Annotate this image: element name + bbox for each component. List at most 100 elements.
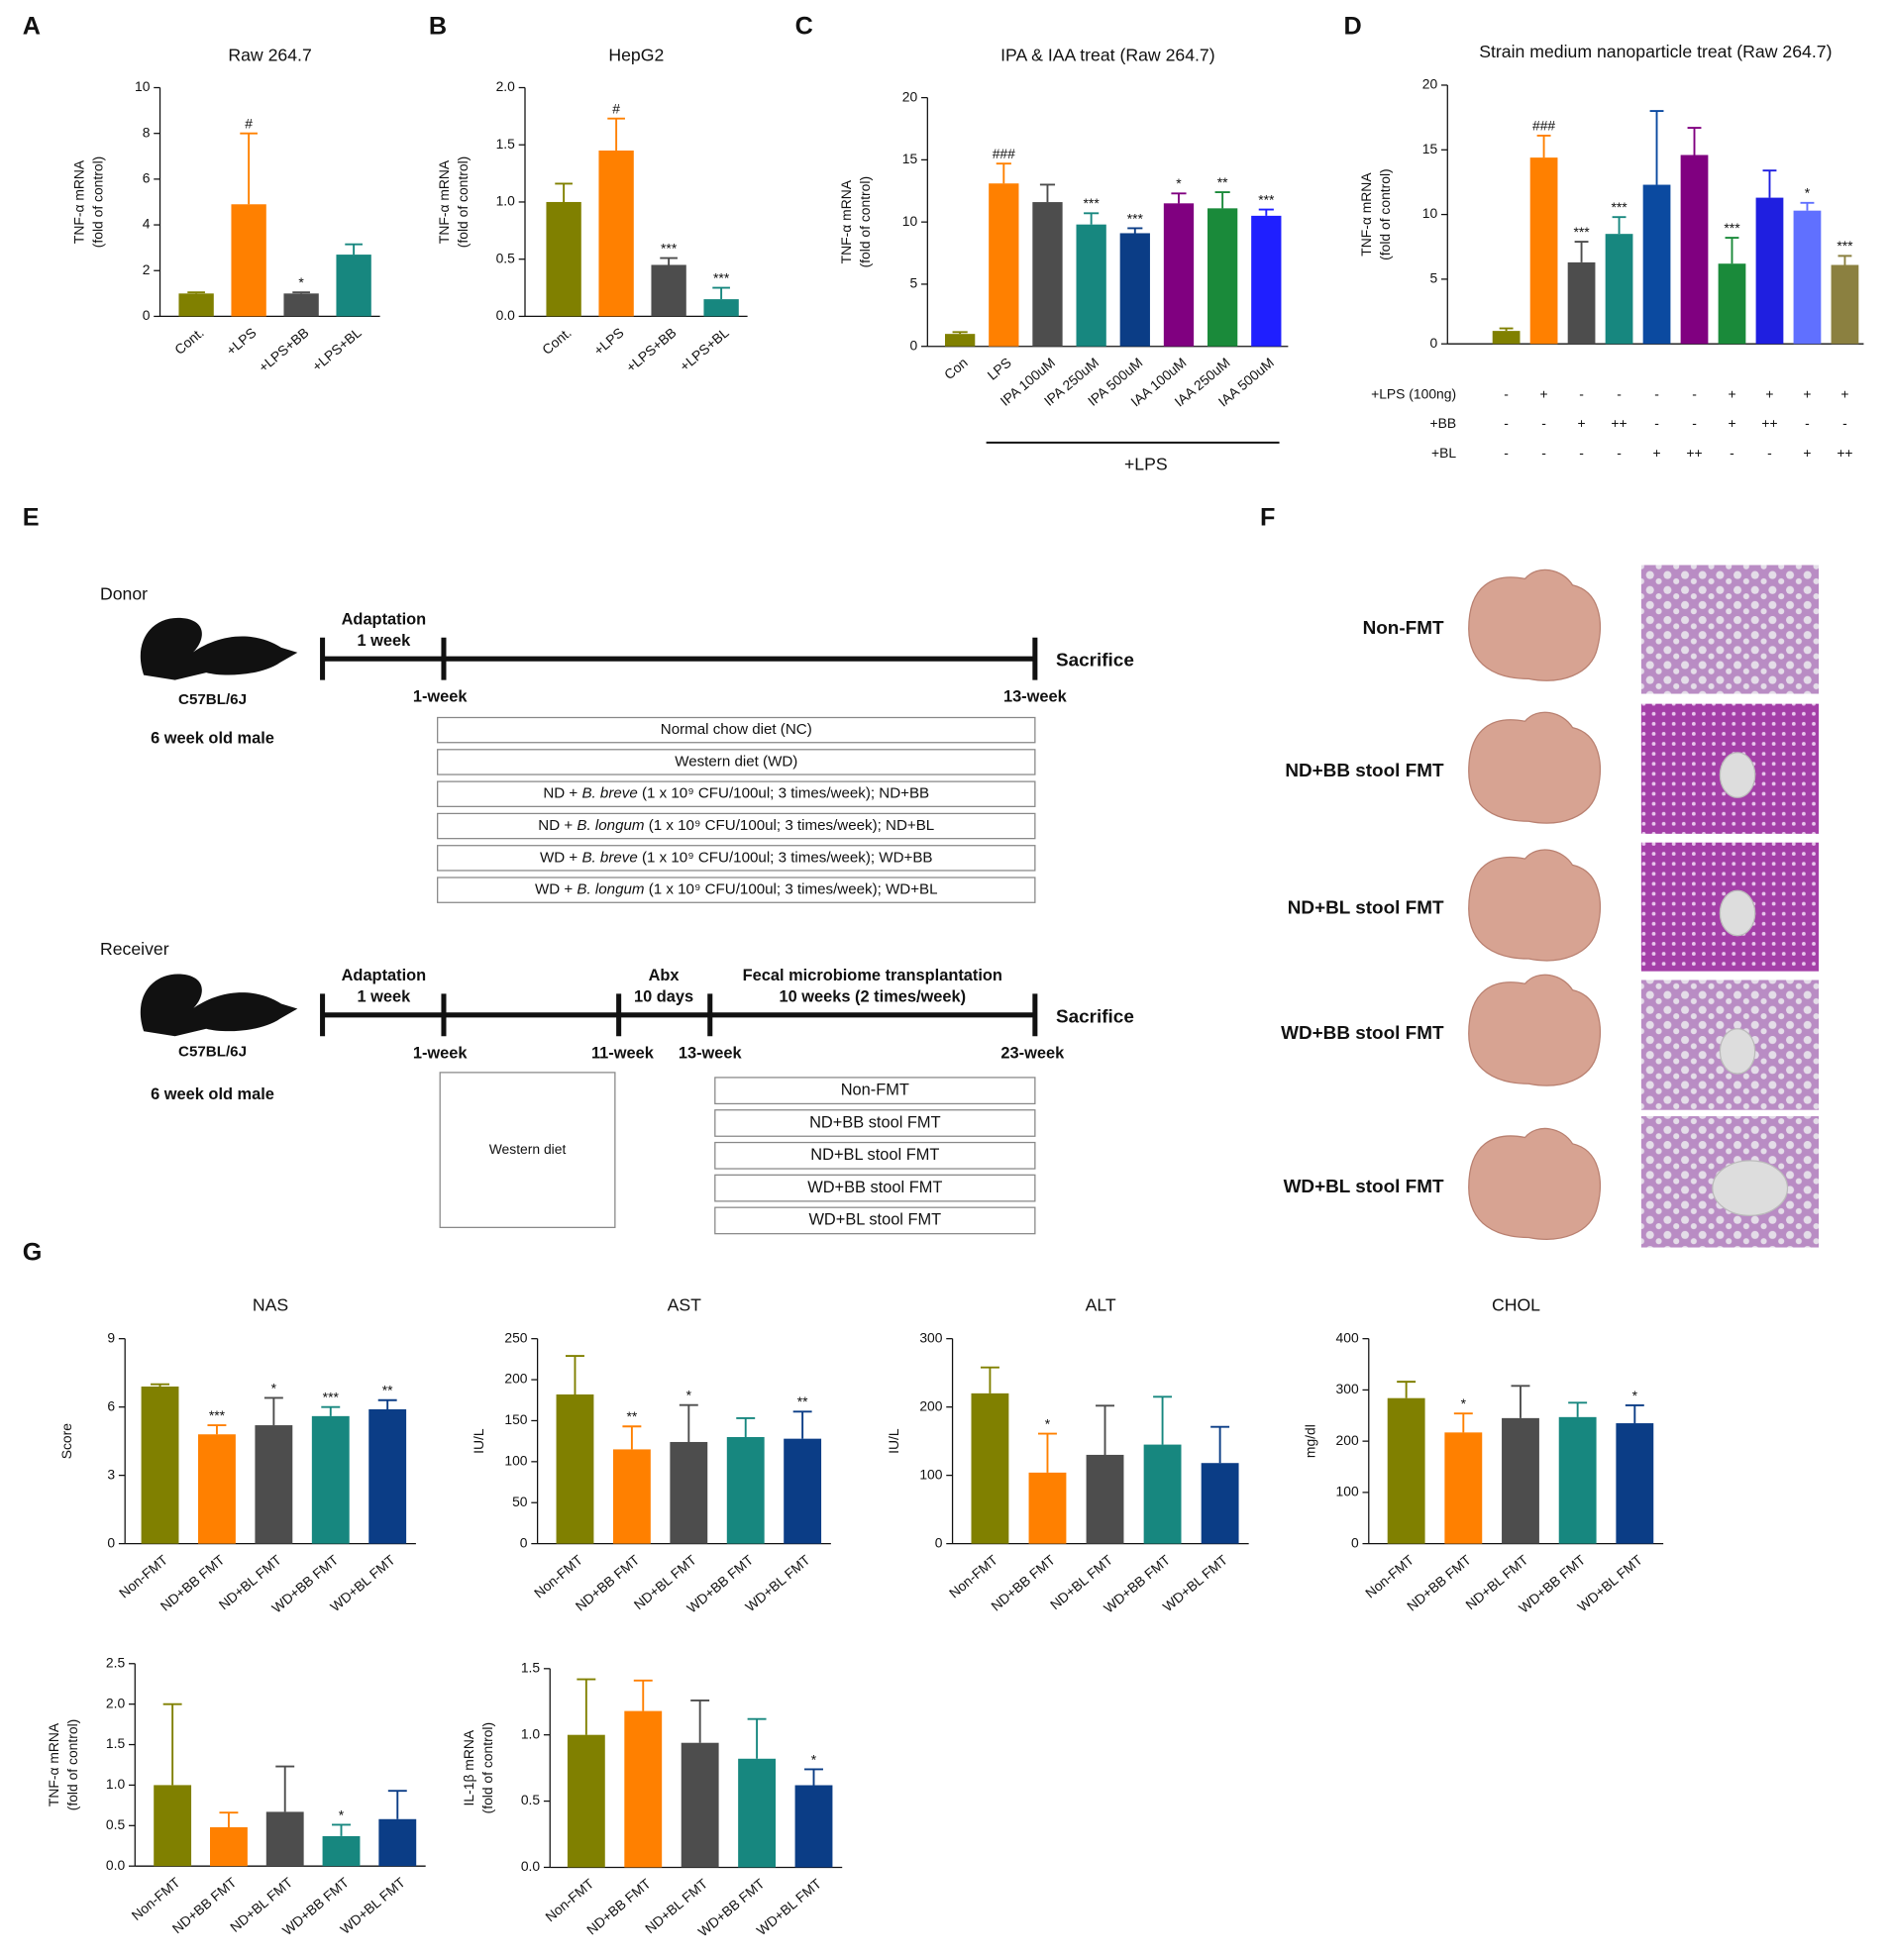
diet-text: WD + (540, 849, 581, 866)
bar (154, 1785, 192, 1867)
condition-symbol: - (1504, 386, 1509, 402)
diet-box (437, 749, 1036, 775)
significance-label: *** (1127, 210, 1144, 226)
diet-box (437, 780, 1036, 807)
panel-label: F (1260, 504, 1275, 532)
bar (1387, 1397, 1425, 1544)
bar (726, 1437, 765, 1544)
y-tick-label: 9 (107, 1329, 115, 1345)
bar (336, 255, 371, 317)
significance-label: # (612, 101, 620, 117)
y-tick-label: 10 (135, 78, 151, 94)
significance-label: ** (626, 1408, 637, 1424)
condition-symbol: + (1765, 386, 1773, 402)
bar (1793, 210, 1822, 345)
condition-symbol: ++ (1761, 415, 1777, 431)
y-tick-label: 2.0 (496, 78, 516, 94)
y-tick-label: 8 (143, 124, 151, 140)
timeline-tick: 13-week (1003, 688, 1068, 706)
x-tick-label: Non-FMT (116, 1551, 171, 1600)
endpoint: Sacrifice (1056, 1006, 1134, 1027)
y-tick-label: 1.0 (106, 1776, 126, 1792)
y-axis-label: IL-1β mRNA (461, 1729, 476, 1805)
group-label: ND+BL stool FMT (810, 1146, 939, 1164)
bar (624, 1710, 663, 1868)
error-bar (1725, 237, 1739, 264)
y-tick-label: 200 (504, 1371, 527, 1387)
panel-label: B (429, 13, 447, 41)
y-axis-label: Score (58, 1423, 74, 1460)
y-tick-label: 0.0 (106, 1857, 126, 1873)
y-axis-label: TNF-α mRNA (838, 179, 854, 263)
condition-symbol: - (1730, 445, 1734, 461)
row-label: WD+BL stool FMT (1284, 1177, 1444, 1197)
error-bar (275, 1765, 295, 1812)
y-tick-label: 100 (504, 1453, 527, 1469)
y-tick-label: 100 (1336, 1484, 1359, 1499)
significance-label: *** (661, 240, 678, 256)
liver-image (1468, 974, 1601, 1086)
bar (703, 299, 739, 317)
group-label: Non-FMT (841, 1082, 909, 1099)
phase-duration: 1 week (358, 632, 412, 650)
error-bar (1649, 110, 1664, 185)
y-tick-label: 3 (107, 1466, 115, 1482)
diet-text: B. longum (577, 817, 644, 834)
section-title: Receiver (100, 939, 169, 959)
bar (971, 1393, 1009, 1544)
y-tick-label: 0.5 (521, 1792, 541, 1807)
bar (681, 1742, 719, 1868)
mouse-donor (140, 617, 298, 680)
y-axis-label: mg/dl (1302, 1424, 1317, 1458)
condition-symbol: - (1692, 386, 1697, 402)
diet-box (437, 812, 1036, 840)
diet-box (439, 1072, 616, 1228)
condition-name: +LPS (100ng) (1371, 386, 1456, 402)
section-title: Donor (100, 584, 148, 604)
bar (1492, 331, 1521, 345)
bar (378, 1818, 417, 1867)
condition-symbol: - (1805, 415, 1810, 431)
x-tick-label: +LPS+BB (623, 324, 680, 374)
x-tick-label: Con (941, 355, 971, 383)
significance-label: *** (1573, 224, 1590, 240)
condition-symbol: - (1504, 415, 1509, 431)
error-bar (1258, 208, 1274, 216)
bar (784, 1438, 822, 1544)
y-tick-label: 4 (143, 216, 151, 232)
bar (1444, 1432, 1483, 1544)
significance-label: * (1045, 1415, 1051, 1431)
bar (612, 1449, 651, 1544)
diet-text: B. breve (581, 785, 637, 802)
diet-text: B. breve (581, 849, 637, 866)
bar (794, 1785, 833, 1868)
significance-label: *** (1724, 220, 1740, 236)
error-bar (377, 1398, 397, 1409)
chart-title: AST (668, 1295, 702, 1315)
x-tick-label: Cont. (171, 324, 207, 358)
condition-symbol: ++ (1837, 445, 1852, 461)
error-bar (1536, 134, 1551, 158)
mouse-receiver (140, 974, 298, 1037)
diet-text: (1 x 10⁹ CFU/100ul; 3 times/week); WD+BL (645, 881, 938, 898)
condition-symbol: - (1579, 445, 1584, 461)
bar (1143, 1444, 1182, 1544)
error-bar (1838, 255, 1852, 265)
error-bar (736, 1417, 756, 1438)
significance-label: *** (1084, 195, 1101, 211)
condition-symbol: - (1767, 445, 1772, 461)
x-tick-label: +LPS (223, 324, 260, 358)
significance-label: * (686, 1388, 692, 1403)
y-axis-label: TNF-α mRNA (46, 1722, 61, 1806)
significance-label: * (298, 274, 304, 290)
error-bar (321, 1405, 341, 1416)
bar (1208, 208, 1238, 347)
bar (556, 1393, 594, 1544)
vessel (1719, 752, 1756, 798)
error-bar (996, 162, 1011, 184)
liver-image (1468, 711, 1601, 824)
error-bar (1499, 327, 1514, 332)
y-tick-label: 1.0 (521, 1725, 541, 1741)
group-label: ND+BB stool FMT (809, 1113, 941, 1131)
y-tick-label: 6 (107, 1397, 115, 1413)
